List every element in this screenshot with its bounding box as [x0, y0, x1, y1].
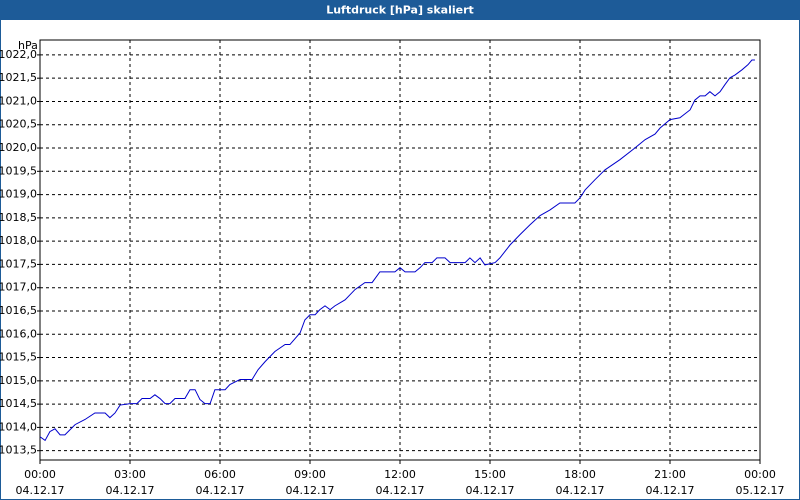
x-tick-date: 04.12.17	[16, 484, 65, 497]
x-tick-label: 06:00	[204, 468, 236, 481]
y-tick-label: 1013,5	[0, 444, 37, 457]
title-bar	[0, 0, 800, 20]
y-axis-label: hPa	[18, 39, 38, 52]
y-tick-label: 1018,0	[0, 234, 37, 247]
y-tick-label: 1016,0	[0, 327, 37, 340]
y-tick-label: 1019,0	[0, 188, 37, 201]
x-tick-label: 00:00	[24, 468, 56, 481]
x-tick-label: 09:00	[294, 468, 326, 481]
y-tick-label: 1018,5	[0, 211, 37, 224]
plot-border	[39, 39, 761, 461]
y-tick-label: 1015,0	[0, 374, 37, 387]
data-line	[39, 59, 755, 442]
y-tick-label: 1021,5	[0, 71, 37, 84]
y-tick-label: 1020,0	[0, 141, 37, 154]
x-tick-date: 04.12.17	[106, 484, 155, 497]
x-tick-label: 18:00	[564, 468, 596, 481]
x-tick-date: 04.12.17	[466, 484, 515, 497]
y-tick-label: 1014,0	[0, 420, 37, 433]
x-tick-date: 04.12.17	[646, 484, 695, 497]
y-tick-label: 1016,5	[0, 304, 37, 317]
x-tick-date: 04.12.17	[286, 484, 335, 497]
y-tick-label: 1022,0	[0, 48, 37, 61]
x-tick-date: 04.12.17	[196, 484, 245, 497]
x-tick-label: 15:00	[474, 468, 506, 481]
y-tick-label: 1021,0	[0, 94, 37, 107]
y-tick-label: 1015,5	[0, 351, 37, 364]
x-tick-date: 05.12.17	[736, 484, 785, 497]
x-tick-label: 12:00	[384, 468, 416, 481]
x-tick-date: 04.12.17	[376, 484, 425, 497]
x-tick-label: 00:00	[744, 468, 776, 481]
x-tick-date: 04.12.17	[556, 484, 605, 497]
chart-title: Luftdruck [hPa] skaliert	[326, 4, 474, 17]
y-tick-label: 1014,5	[0, 397, 37, 410]
x-tick-label: 03:00	[114, 468, 146, 481]
y-tick-label: 1017,5	[0, 257, 37, 270]
y-tick-label: 1019,5	[0, 164, 37, 177]
y-tick-label: 1020,5	[0, 118, 37, 131]
x-tick-label: 21:00	[654, 468, 686, 481]
y-tick-label: 1017,0	[0, 281, 37, 294]
